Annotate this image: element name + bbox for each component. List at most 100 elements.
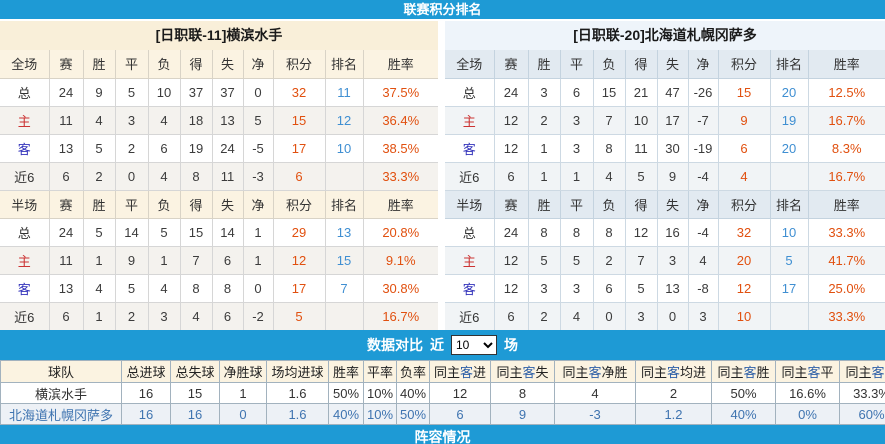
stat-cell: 10 bbox=[625, 106, 657, 134]
compare-table: 球队总进球总失球净胜球场均进球胜率平率负率同主客进同主客失同主客净胜同主客均进同… bbox=[0, 360, 885, 425]
stat-cell: 36.4% bbox=[363, 106, 438, 134]
stat-cell: 9.1% bbox=[363, 246, 438, 274]
col-header: 负 bbox=[593, 190, 625, 218]
stat-cell: 30 bbox=[657, 134, 688, 162]
stat-cell: 8 bbox=[560, 218, 593, 246]
stat-cell: 41.7% bbox=[808, 246, 885, 274]
stat-cell: 7 bbox=[180, 246, 212, 274]
stat-cell: 25.0% bbox=[808, 274, 885, 302]
stat-cell: 7 bbox=[325, 274, 363, 302]
stat-cell: -4 bbox=[688, 218, 718, 246]
col-header: 排名 bbox=[325, 190, 363, 218]
row-label: 近6 bbox=[0, 302, 49, 330]
stat-cell: 2 bbox=[528, 302, 560, 330]
col-header: 失 bbox=[212, 50, 243, 78]
stat-cell: 4 bbox=[593, 162, 625, 190]
compare-stat-cell: 10% bbox=[364, 383, 397, 404]
compare-stat-cell: 16 bbox=[171, 404, 220, 425]
stat-cell: 13 bbox=[325, 218, 363, 246]
compare-col-header: 同主客平 bbox=[776, 361, 840, 383]
stat-cell: 38.5% bbox=[363, 134, 438, 162]
row-label: 近6 bbox=[0, 162, 49, 190]
col-header: 排名 bbox=[325, 50, 363, 78]
compare-stat-cell: 16 bbox=[122, 383, 171, 404]
stat-cell: 24 bbox=[494, 78, 528, 106]
col-header: 平 bbox=[115, 50, 148, 78]
stat-cell: 1 bbox=[243, 246, 273, 274]
stat-cell: -4 bbox=[688, 162, 718, 190]
stat-cell: 15 bbox=[273, 106, 325, 134]
stat-cell: 2 bbox=[83, 162, 115, 190]
stat-cell: 2 bbox=[115, 134, 148, 162]
near-label: 近 bbox=[430, 335, 444, 355]
col-header: 积分 bbox=[718, 50, 770, 78]
col-header: 赛 bbox=[494, 190, 528, 218]
stat-cell: 6 bbox=[593, 274, 625, 302]
stat-cell bbox=[325, 162, 363, 190]
stat-cell: 8 bbox=[212, 274, 243, 302]
stat-cell: 9 bbox=[83, 78, 115, 106]
stat-cell: 1 bbox=[528, 134, 560, 162]
stat-cell: 8 bbox=[180, 274, 212, 302]
stat-cell: 7 bbox=[625, 246, 657, 274]
compare-stat-cell: 33.3% bbox=[840, 383, 885, 404]
stat-cell: 24 bbox=[212, 134, 243, 162]
compare-stat-cell: 4 bbox=[555, 383, 636, 404]
stat-cell: 8 bbox=[593, 218, 625, 246]
row-label: 客 bbox=[0, 134, 49, 162]
col-header: 失 bbox=[657, 50, 688, 78]
compare-stat-cell: -3 bbox=[555, 404, 636, 425]
stat-cell: 24 bbox=[494, 218, 528, 246]
stat-cell: 19 bbox=[180, 134, 212, 162]
compare-col-header: 胜率 bbox=[329, 361, 364, 383]
stat-cell: 1 bbox=[148, 246, 180, 274]
stat-cell: 12.5% bbox=[808, 78, 885, 106]
col-header: 胜率 bbox=[808, 190, 885, 218]
col-header: 胜率 bbox=[363, 50, 438, 78]
stat-cell: 0 bbox=[243, 274, 273, 302]
stat-cell: 13 bbox=[212, 106, 243, 134]
row-label: 客 bbox=[445, 134, 494, 162]
row-label: 总 bbox=[445, 78, 494, 106]
stat-cell bbox=[770, 302, 808, 330]
compare-stat-cell: 1.6 bbox=[267, 383, 329, 404]
stat-cell: 15 bbox=[718, 78, 770, 106]
col-header: 排名 bbox=[770, 50, 808, 78]
stat-cell: 21 bbox=[625, 78, 657, 106]
stat-cell: 11 bbox=[325, 78, 363, 106]
recent-matches-select[interactable]: 10 bbox=[451, 335, 497, 355]
col-header: 全场 bbox=[0, 50, 49, 78]
stat-cell: 4 bbox=[718, 162, 770, 190]
stat-cell: 1 bbox=[83, 302, 115, 330]
stat-cell: 12 bbox=[494, 106, 528, 134]
col-header: 净 bbox=[688, 190, 718, 218]
stat-cell: 18 bbox=[180, 106, 212, 134]
stat-cell: -5 bbox=[243, 134, 273, 162]
stat-cell: 10 bbox=[325, 134, 363, 162]
stat-cell: 14 bbox=[212, 218, 243, 246]
compare-col-header: 负率 bbox=[397, 361, 430, 383]
stat-cell: 0 bbox=[593, 302, 625, 330]
compare-col-header: 球队 bbox=[1, 361, 122, 383]
col-header: 积分 bbox=[273, 50, 325, 78]
stat-cell: 0 bbox=[115, 162, 148, 190]
stat-cell: 11 bbox=[49, 106, 83, 134]
stat-cell: 3 bbox=[115, 106, 148, 134]
stat-cell: 4 bbox=[688, 246, 718, 274]
stat-cell: 15 bbox=[180, 218, 212, 246]
col-header: 净 bbox=[243, 50, 273, 78]
stat-cell: 6 bbox=[212, 246, 243, 274]
stat-cell: 16.7% bbox=[363, 302, 438, 330]
compare-stat-cell: 40% bbox=[712, 404, 776, 425]
section-header-row: 全场赛胜平负得失净积分排名胜率 bbox=[0, 50, 438, 78]
col-header: 胜 bbox=[83, 190, 115, 218]
stat-cell: 37 bbox=[180, 78, 212, 106]
compare-col-header: 同主客进 bbox=[430, 361, 491, 383]
col-header: 得 bbox=[180, 50, 212, 78]
col-header: 积分 bbox=[273, 190, 325, 218]
stat-cell: -2 bbox=[243, 302, 273, 330]
stat-cell: 12 bbox=[718, 274, 770, 302]
